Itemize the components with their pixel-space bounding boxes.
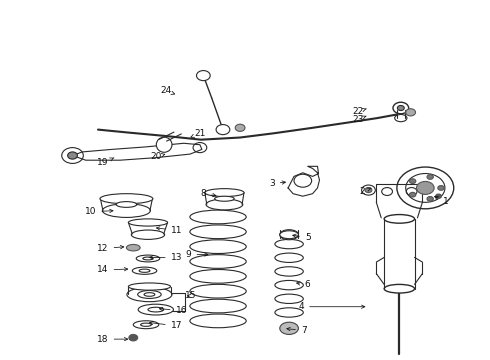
Ellipse shape [133,321,159,329]
Circle shape [129,334,138,341]
Ellipse shape [275,267,303,276]
Ellipse shape [384,215,415,223]
Ellipse shape [139,269,150,272]
Ellipse shape [156,137,172,152]
Ellipse shape [280,230,298,240]
Ellipse shape [190,284,246,298]
Ellipse shape [280,231,298,239]
Circle shape [216,125,230,135]
Circle shape [235,124,245,131]
Circle shape [68,152,77,159]
Text: 19: 19 [97,158,114,167]
Ellipse shape [206,199,243,210]
Ellipse shape [190,314,246,328]
Circle shape [438,186,444,190]
Text: 23: 23 [352,115,366,124]
Ellipse shape [116,202,137,207]
Circle shape [427,197,433,201]
Text: 17: 17 [149,321,182,330]
Ellipse shape [128,283,171,290]
Ellipse shape [136,255,160,262]
Ellipse shape [143,257,153,260]
Circle shape [416,181,434,194]
Text: 9: 9 [186,250,208,259]
Ellipse shape [280,322,298,334]
Text: 5: 5 [293,233,311,242]
Circle shape [397,105,404,111]
Ellipse shape [205,189,244,197]
Circle shape [436,194,441,198]
Ellipse shape [275,239,303,249]
Ellipse shape [190,240,246,253]
Text: 20: 20 [150,152,165,161]
Text: 7: 7 [287,326,307,335]
Text: 12: 12 [97,244,124,253]
Ellipse shape [100,194,153,204]
Ellipse shape [384,284,415,293]
Circle shape [427,175,433,179]
Ellipse shape [190,225,246,239]
Circle shape [410,192,416,197]
Ellipse shape [395,114,407,122]
Ellipse shape [275,294,303,303]
Ellipse shape [190,299,246,313]
Ellipse shape [126,244,140,251]
Circle shape [406,109,416,116]
Text: 16: 16 [159,306,187,315]
Ellipse shape [127,287,172,302]
Text: 2: 2 [360,187,371,196]
Text: 24: 24 [160,86,174,95]
Ellipse shape [275,253,303,262]
Text: 10: 10 [85,207,113,216]
Text: 13: 13 [149,253,182,262]
Ellipse shape [215,196,234,201]
Text: 1: 1 [435,197,449,206]
Text: 15: 15 [185,292,197,300]
Circle shape [196,71,210,81]
Circle shape [410,179,416,184]
Text: 6: 6 [296,280,311,289]
Ellipse shape [190,270,246,283]
Ellipse shape [141,323,151,326]
Ellipse shape [138,304,173,315]
Ellipse shape [128,219,168,226]
Ellipse shape [144,293,155,296]
Ellipse shape [148,307,164,312]
Text: 22: 22 [352,107,366,116]
Ellipse shape [131,230,165,239]
Text: 3: 3 [269,179,286,188]
Text: 14: 14 [97,266,128,274]
Circle shape [365,188,372,193]
Ellipse shape [190,255,246,268]
Text: 21: 21 [191,129,206,138]
Ellipse shape [132,267,157,274]
Ellipse shape [138,291,161,298]
Ellipse shape [275,308,303,317]
Ellipse shape [190,210,246,224]
Text: 18: 18 [97,335,128,343]
Ellipse shape [275,280,303,290]
Text: 11: 11 [156,226,182,235]
Ellipse shape [102,204,150,217]
Text: 8: 8 [200,189,216,198]
Text: 4: 4 [298,302,365,311]
